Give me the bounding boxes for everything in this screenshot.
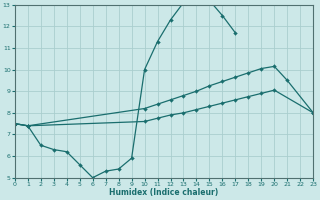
X-axis label: Humidex (Indice chaleur): Humidex (Indice chaleur) bbox=[109, 188, 219, 197]
